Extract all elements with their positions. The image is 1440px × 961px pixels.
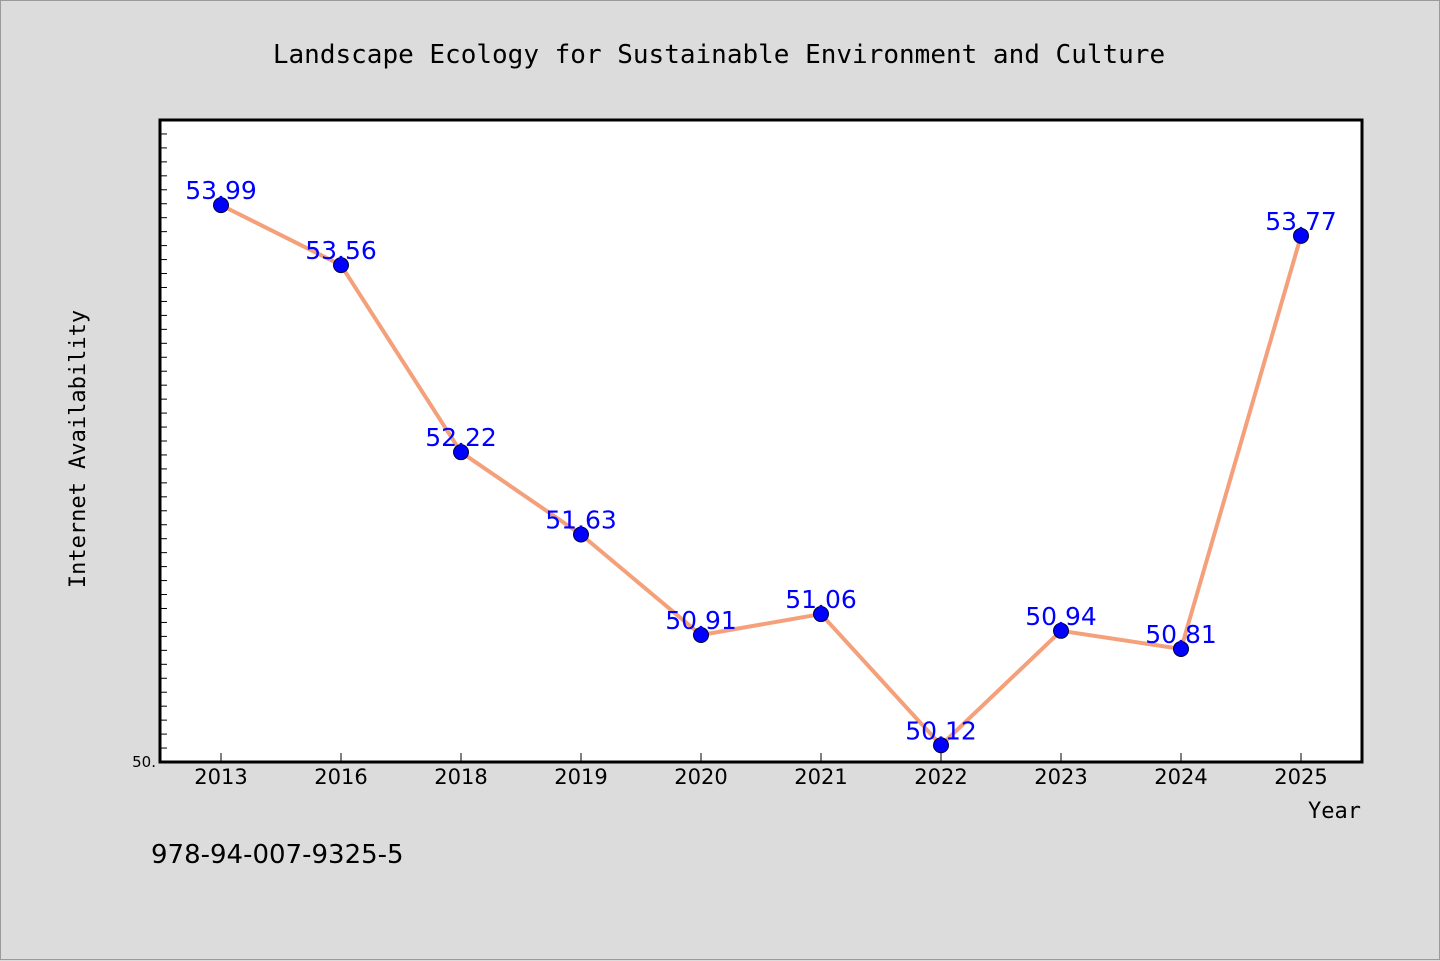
data-label: 50.81	[1145, 620, 1217, 649]
data-label: 50.94	[1025, 602, 1097, 631]
data-label: 50.12	[905, 716, 977, 745]
x-tick-label: 2013	[194, 765, 247, 789]
data-label: 53.77	[1265, 207, 1337, 236]
series-line	[220, 203, 1303, 748]
data-label: 50.91	[665, 606, 737, 635]
x-tick-label: 2019	[554, 765, 607, 789]
x-axis-title: Year	[1308, 799, 1361, 824]
data-point	[213, 197, 229, 214]
data-point	[333, 257, 349, 274]
x-axis-tick-labels: 2013 2016 2018 2019 2020 2021 2022 2023 2024 2025	[194, 765, 1327, 789]
data-markers	[213, 197, 1309, 754]
data-point	[453, 444, 469, 461]
y-axis-title: Internet Availability	[66, 310, 91, 588]
data-point	[813, 606, 829, 623]
x-tick-label: 2020	[674, 765, 727, 789]
x-tick-label: 2016	[314, 765, 367, 789]
data-point	[933, 737, 949, 754]
data-point	[573, 526, 589, 543]
data-label: 51.06	[785, 585, 857, 614]
plot-area	[160, 120, 1362, 762]
data-label: 52.22	[425, 423, 497, 452]
plot-border	[158, 118, 1364, 764]
chart-title: Landscape Ecology for Sustainable Enviro…	[273, 40, 1165, 70]
data-point	[693, 626, 709, 643]
x-tick-label: 2023	[1034, 765, 1087, 789]
isbn-footer: 978-94-007-9325-5	[151, 840, 404, 870]
data-point	[1173, 640, 1189, 657]
y-tick-label: 50.	[132, 753, 156, 771]
x-tick-label: 2021	[794, 765, 847, 789]
x-tick-label: 2024	[1154, 765, 1207, 789]
data-point	[1293, 227, 1309, 244]
x-tick-label: 2018	[434, 765, 487, 789]
data-point	[1053, 622, 1069, 639]
y-axis-tick-labels: 50.	[132, 753, 156, 771]
x-tick-label: 2025	[1274, 765, 1327, 789]
data-label: 53.56	[305, 236, 377, 265]
data-label: 53.99	[185, 176, 257, 205]
x-tick-label: 2022	[914, 765, 967, 789]
data-label: 51.63	[545, 506, 617, 535]
data-labels: 53.99 53.56 52.22 51.63 50.91 51.06 50.12 50.94…	[185, 176, 1337, 745]
